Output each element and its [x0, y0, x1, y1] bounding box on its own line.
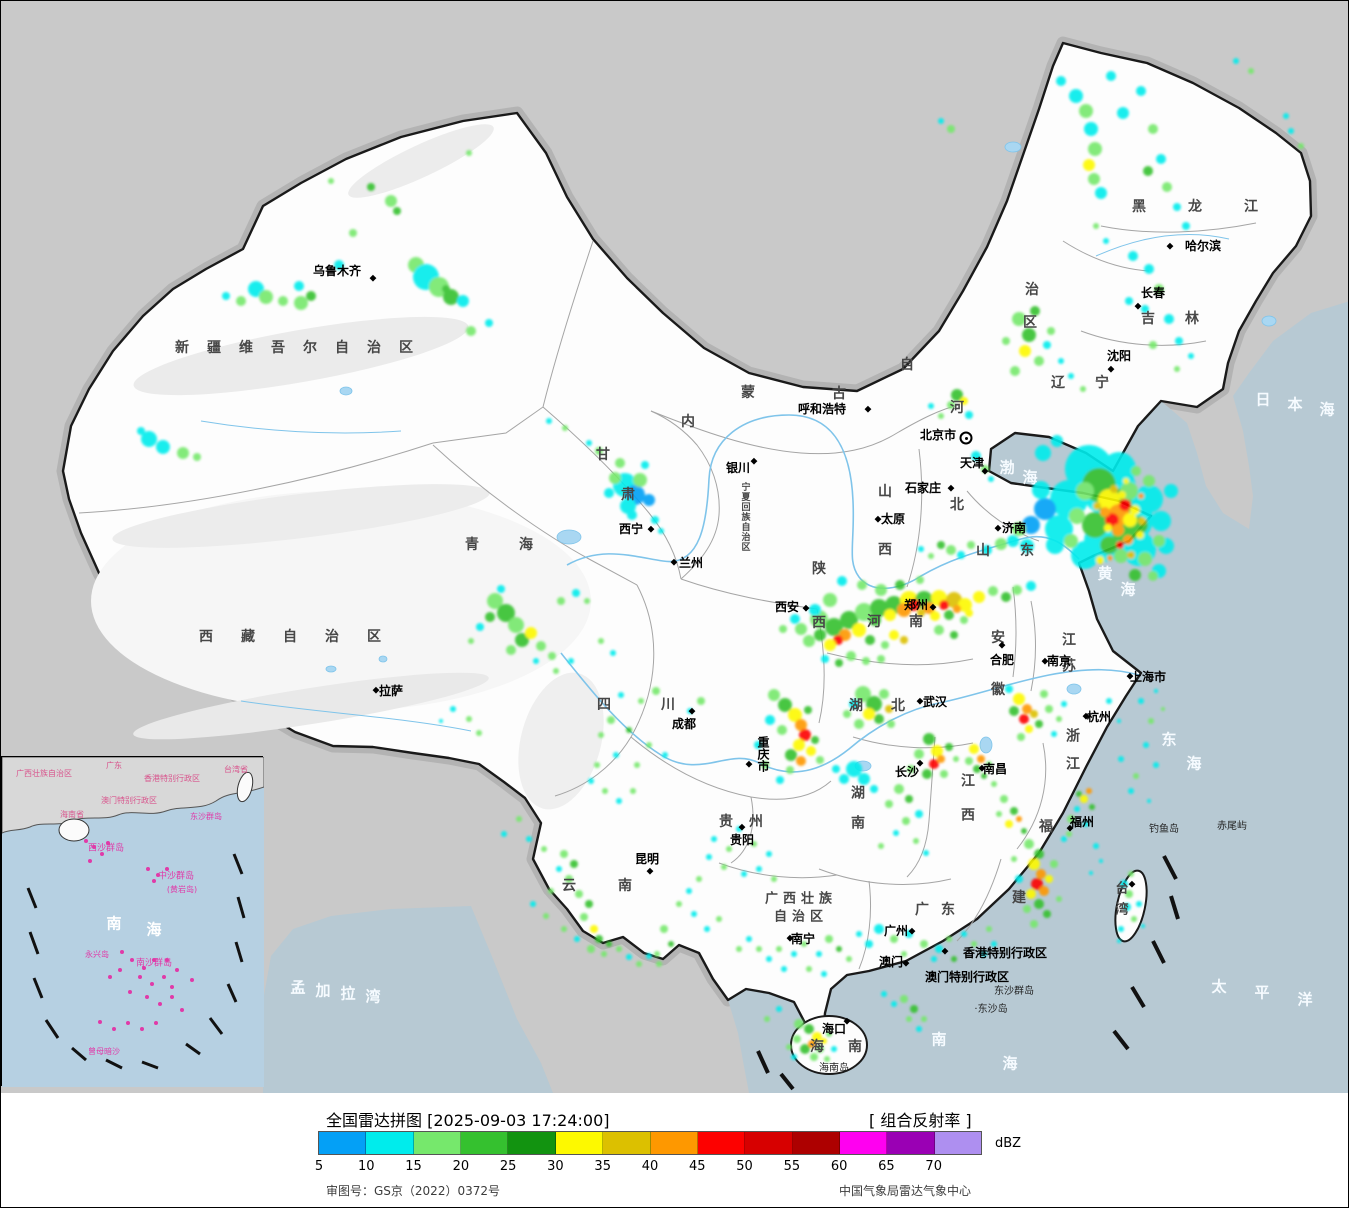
legend-tick: 60: [830, 1159, 848, 1174]
legend-tick: 65: [878, 1159, 895, 1174]
legend-colorbar: [318, 1131, 982, 1155]
credit-label: 中国气象局雷达气象中心: [839, 1184, 972, 1198]
inset-taiwan: [236, 771, 254, 803]
yellow-river: [566, 414, 1080, 590]
nine-dash-line: [756, 855, 1180, 1091]
legend-tick: 35: [594, 1159, 611, 1174]
rivers: [200, 234, 1230, 773]
legend-cell-60: [839, 1132, 888, 1154]
map-review-number: 审图号：GS京（2022）0372号: [326, 1184, 500, 1198]
legend-cell-5: [319, 1132, 367, 1154]
taiwan-island: [1114, 869, 1148, 943]
legend-cell-55: [792, 1132, 840, 1154]
inset-hainan: [58, 818, 90, 842]
south-china-sea-inset: 广西壮族自治区 广东 香港特别行政区 澳门特别行政区 台湾省 海南省 东沙群岛 西沙群岛 永兴岛…: [1, 756, 264, 1087]
legend-cell-50: [745, 1132, 793, 1154]
inset-nine-dash-line: [26, 853, 246, 1070]
legend-cell-25: [508, 1132, 556, 1154]
legend-tick: 50: [736, 1159, 753, 1174]
province-borders: [78, 222, 1257, 970]
legend-cell-15: [413, 1132, 462, 1154]
legend-cell-40: [650, 1132, 698, 1154]
inset-island-dots: [84, 839, 194, 1031]
inset-land: [2, 757, 264, 834]
legend-tick: 25: [499, 1159, 517, 1174]
legend-tick: 30: [547, 1159, 564, 1174]
legend-cell-65: [887, 1132, 935, 1154]
legend-tick: 70: [925, 1159, 942, 1174]
dbz-unit-label: dBZ: [995, 1136, 1022, 1151]
legend-tick: 5: [314, 1159, 324, 1174]
inset-canvas: [2, 757, 264, 1087]
legend-tick: 40: [641, 1159, 659, 1174]
terrain-shading: [91, 124, 604, 810]
legend-cell-45: [697, 1132, 746, 1154]
radar-echo-layer: [137, 58, 1304, 1062]
yangtze-river: [560, 652, 1140, 773]
legend-tick: 55: [783, 1159, 801, 1174]
product-label: [ 组合反射率 ]: [869, 1111, 972, 1130]
legend-cell-30: [555, 1132, 604, 1154]
map-title: 全国雷达拼图 [2025-09-03 17:24:00]: [326, 1111, 610, 1130]
legend-cell-10: [366, 1132, 414, 1154]
legend-cell-70: [934, 1132, 982, 1154]
china-radar-map: 新疆维吾尔自治区 西藏自治区 青海甘肃内蒙古自治区黑龙江 吉林 辽宁河北山西山东 河南陕西…: [1, 1, 1348, 1093]
legend-cell-20: [461, 1132, 509, 1154]
legend-tick: 45: [689, 1159, 706, 1174]
legend-tick: 20: [452, 1159, 470, 1174]
map-canvas: [1, 1, 1348, 1093]
legend-tick: 10: [358, 1159, 375, 1174]
legend-ticks: 5 10 15 20 25 30 35 40 45 50 55 60 65 70: [315, 1159, 999, 1175]
sea-bay-of-bengal: [263, 906, 553, 1093]
legend-cell-35: [603, 1132, 651, 1154]
sea-east: [728, 301, 1348, 1093]
legend-tick: 15: [405, 1159, 422, 1174]
